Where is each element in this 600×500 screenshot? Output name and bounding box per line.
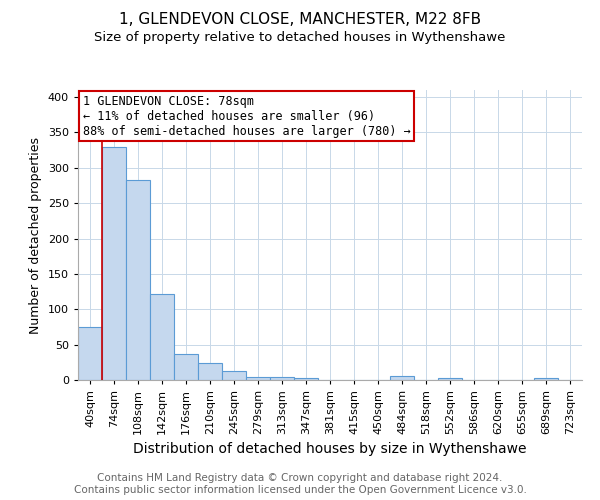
Bar [150, 294, 174, 380]
Bar [102, 146, 126, 380]
Bar [198, 363, 222, 380]
Bar [534, 378, 558, 380]
Bar [126, 180, 150, 380]
Bar [438, 378, 462, 380]
Bar [78, 327, 102, 380]
X-axis label: Distribution of detached houses by size in Wythenshawe: Distribution of detached houses by size … [133, 442, 527, 456]
Bar [174, 354, 198, 380]
Text: Contains HM Land Registry data © Crown copyright and database right 2024.
Contai: Contains HM Land Registry data © Crown c… [74, 474, 526, 495]
Bar [294, 378, 318, 380]
Bar [246, 377, 270, 380]
Bar [390, 376, 414, 380]
Text: 1, GLENDEVON CLOSE, MANCHESTER, M22 8FB: 1, GLENDEVON CLOSE, MANCHESTER, M22 8FB [119, 12, 481, 28]
Text: Size of property relative to detached houses in Wythenshawe: Size of property relative to detached ho… [94, 31, 506, 44]
Bar [270, 377, 294, 380]
Text: 1 GLENDEVON CLOSE: 78sqm
← 11% of detached houses are smaller (96)
88% of semi-d: 1 GLENDEVON CLOSE: 78sqm ← 11% of detach… [83, 95, 410, 138]
Bar [222, 371, 246, 380]
Y-axis label: Number of detached properties: Number of detached properties [29, 136, 42, 334]
